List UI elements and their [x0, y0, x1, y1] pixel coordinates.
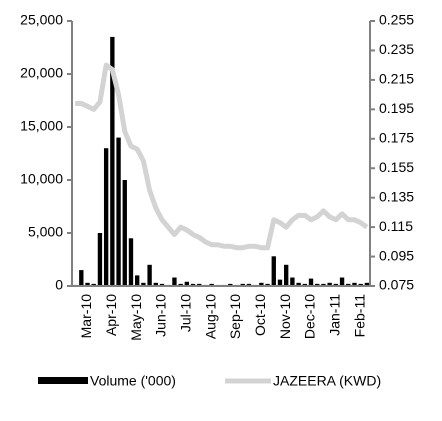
- bar: [271, 256, 276, 286]
- bar: [178, 283, 183, 286]
- y2-tick-label: 0.155: [379, 159, 414, 175]
- y-tick-label: 0: [55, 277, 63, 293]
- y2-tick-label: 0.115: [379, 218, 413, 234]
- bar: [296, 282, 301, 286]
- bar: [147, 264, 152, 286]
- bar: [302, 283, 307, 286]
- x-tick-label: Apr-10: [103, 294, 119, 336]
- bar: [308, 278, 314, 286]
- bar: [259, 282, 264, 286]
- bar: [358, 283, 363, 286]
- y2-tick-label: 0.235: [379, 41, 414, 57]
- bar: [122, 180, 127, 286]
- bar: [141, 282, 146, 286]
- x-tick-label: Oct-10: [252, 294, 268, 336]
- y2-tick-label: 0.175: [379, 129, 414, 145]
- bar: [284, 264, 289, 286]
- bar: [190, 283, 196, 286]
- y2-tick-label: 0.135: [379, 188, 414, 204]
- price-line: [75, 62, 369, 251]
- bar: [159, 283, 165, 286]
- bar: [97, 233, 103, 286]
- bar: [364, 282, 370, 286]
- y-tick-label: 20,000: [20, 65, 63, 81]
- legend-label: JAZEERA (KWD): [273, 373, 381, 389]
- bar: [91, 283, 96, 286]
- x-tick-label: Jul-10: [178, 294, 194, 332]
- bar: [135, 275, 140, 286]
- y2-tick-label: 0.215: [379, 71, 414, 87]
- x-tick-label: Aug-10: [202, 294, 218, 339]
- bar: [290, 277, 295, 286]
- legend-swatch: [38, 377, 88, 384]
- bar: [327, 282, 332, 286]
- bar: [339, 277, 345, 286]
- y-tick-label: 10,000: [20, 171, 63, 187]
- bar: [321, 283, 326, 286]
- y-tick-label: 15,000: [20, 118, 63, 134]
- y-tick-label: 25,000: [20, 12, 63, 28]
- bar: [85, 282, 90, 286]
- bar: [110, 36, 115, 287]
- bar: [352, 282, 357, 286]
- bar: [346, 283, 351, 286]
- x-tick-label: Dec-10: [302, 294, 318, 339]
- legend-label: Volume ('000): [90, 373, 176, 389]
- bar: [103, 148, 109, 286]
- bar: [246, 283, 252, 286]
- y2-tick-label: 0.195: [379, 100, 414, 116]
- bar: [128, 238, 134, 286]
- x-tick-label: Feb-11: [351, 294, 367, 338]
- x-tick-label: Mar-10: [78, 294, 94, 339]
- bar: [197, 283, 202, 286]
- bar: [184, 281, 190, 286]
- y-tick-label: 5,000: [28, 224, 63, 240]
- y2-tick-label: 0.255: [379, 12, 414, 28]
- bar: [172, 277, 177, 286]
- bar: [333, 283, 339, 286]
- bar: [153, 282, 158, 286]
- y2-tick-label: 0.075: [379, 277, 414, 293]
- x-tick-label: May-10: [128, 294, 144, 341]
- x-tick-label: Jun-10: [153, 294, 169, 337]
- bar: [315, 283, 320, 286]
- x-tick-label: Sep-10: [227, 294, 243, 339]
- bar: [240, 283, 245, 286]
- bar: [228, 283, 233, 286]
- y2-tick-label: 0.095: [379, 247, 414, 263]
- bar: [116, 137, 121, 286]
- bar: [265, 283, 270, 286]
- bar: [277, 279, 283, 286]
- x-tick-label: Nov-10: [277, 294, 293, 339]
- bar: [209, 283, 214, 286]
- x-tick-label: Jan-11: [327, 294, 343, 336]
- bar: [79, 270, 84, 286]
